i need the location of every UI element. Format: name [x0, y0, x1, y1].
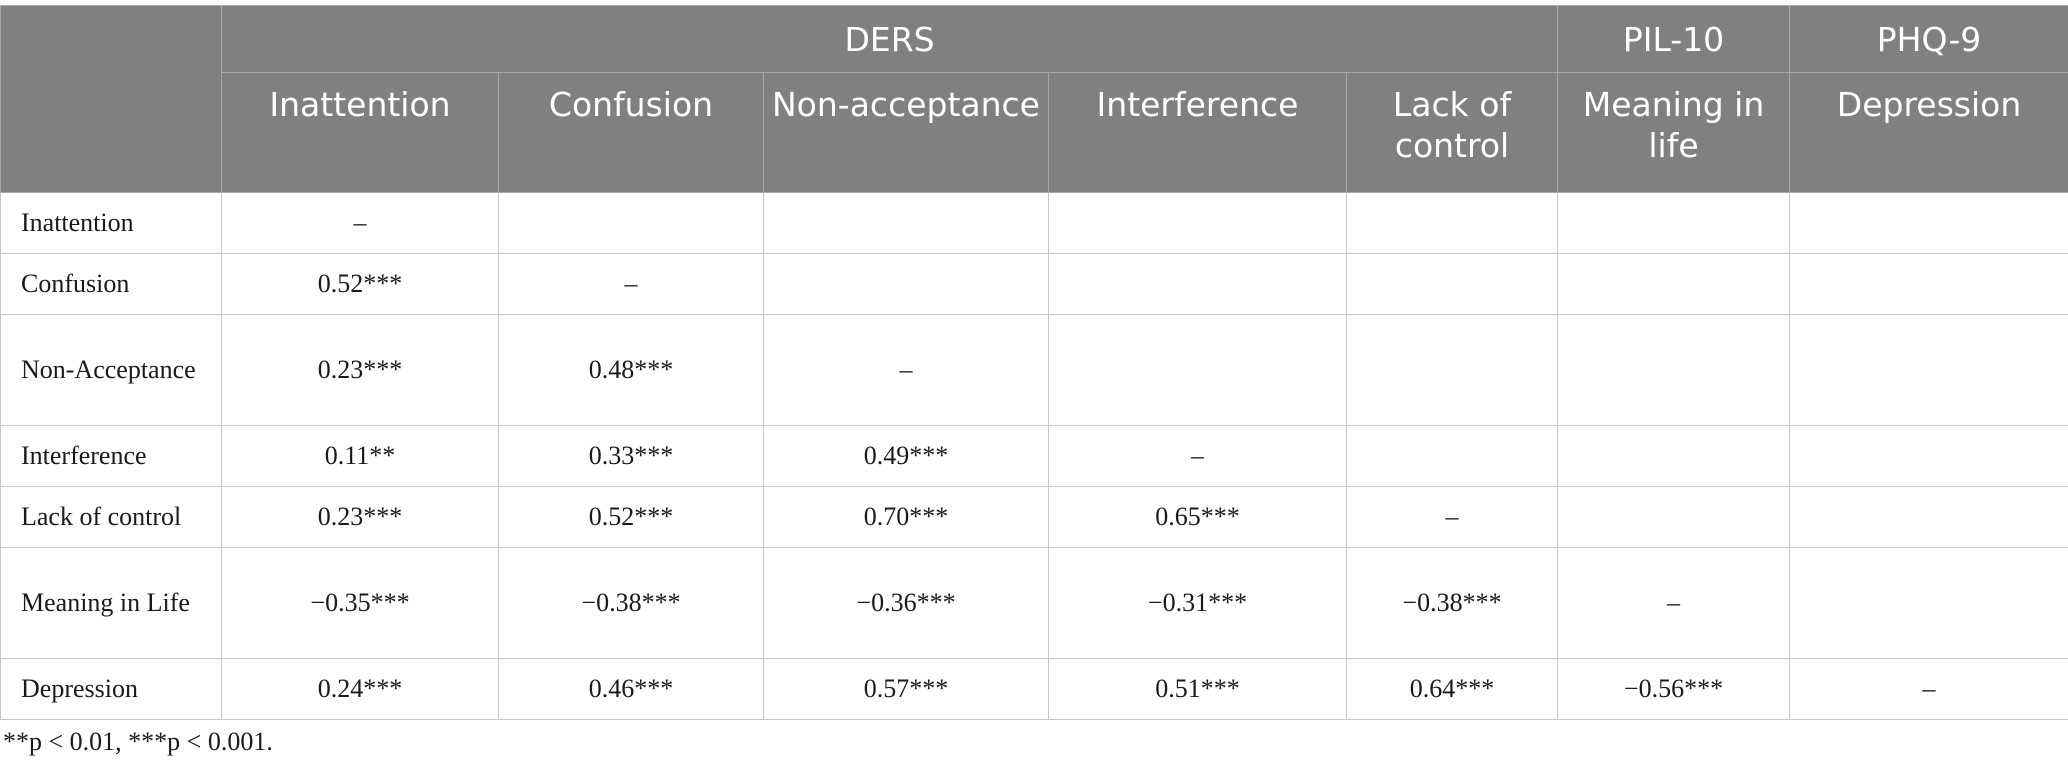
column-header-interference: Interference — [1048, 72, 1347, 193]
corner-cell — [0, 5, 222, 193]
row-label: Lack of control — [0, 486, 222, 548]
correlation-table: DERS PIL-10 PHQ-9 Inattention Confusion … — [0, 5, 2068, 720]
table-cell: 0.23*** — [221, 314, 499, 426]
row-label: Depression — [0, 658, 222, 720]
table-cell: 0.49*** — [763, 425, 1049, 487]
table-cell — [1557, 486, 1791, 548]
table-cell: 0.48*** — [498, 314, 764, 426]
table-cell — [1789, 425, 2068, 487]
table-cell — [1048, 192, 1347, 254]
table-cell: 0.51*** — [1048, 658, 1347, 720]
table-cell — [1789, 253, 2068, 315]
table-cell: 0.24*** — [221, 658, 499, 720]
table-row: Lack of control 0.23*** 0.52*** 0.70*** … — [0, 486, 2068, 548]
row-label: Meaning in Life — [0, 547, 222, 659]
table-cell — [1557, 253, 1791, 315]
table-cell: −0.38*** — [498, 547, 764, 659]
table-cell — [1345, 192, 1559, 254]
table-cell — [1345, 314, 1559, 426]
table-cell — [1345, 253, 1559, 315]
column-header-lack-of-control: Lack of control — [1345, 72, 1559, 193]
table-cell — [1048, 314, 1347, 426]
table-cell: – — [221, 192, 499, 254]
table-row: Inattention – — [0, 192, 2068, 254]
column-header-depression: Depression — [1789, 72, 2068, 193]
table-cell: −0.38*** — [1345, 547, 1559, 659]
table-row: Meaning in Life −0.35*** −0.38*** −0.36*… — [0, 547, 2068, 659]
table-cell — [1789, 314, 2068, 426]
table-cell: 0.52*** — [498, 486, 764, 548]
table-cell: −0.35*** — [221, 547, 499, 659]
table-cell — [763, 253, 1049, 315]
row-label: Inattention — [0, 192, 222, 254]
table-cell: – — [1345, 486, 1559, 548]
table-cell: −0.56*** — [1557, 658, 1791, 720]
table-cell: – — [763, 314, 1049, 426]
table-cell: – — [1557, 547, 1791, 659]
table-cell: 0.65*** — [1048, 486, 1347, 548]
table-cell: – — [498, 253, 764, 315]
column-header-row: Inattention Confusion Non-acceptance Int… — [1, 72, 2068, 193]
group-header-pil10: PIL-10 — [1557, 5, 1791, 73]
column-header-inattention: Inattention — [221, 72, 499, 193]
table-row: Non-Acceptance 0.23*** 0.48*** – — [0, 314, 2068, 426]
table-cell: 0.57*** — [763, 658, 1049, 720]
row-label: Interference — [0, 425, 222, 487]
table-cell: 0.33*** — [498, 425, 764, 487]
table-cell — [1048, 253, 1347, 315]
table-cell — [1789, 547, 2068, 659]
table-cell — [763, 192, 1049, 254]
table-row: Depression 0.24*** 0.46*** 0.57*** 0.51*… — [0, 658, 2068, 720]
column-header-non-acceptance: Non-acceptance — [763, 72, 1049, 193]
row-label: Confusion — [0, 253, 222, 315]
table-cell — [1557, 314, 1791, 426]
correlation-table-container: DERS PIL-10 PHQ-9 Inattention Confusion … — [0, 5, 2068, 720]
table-cell: −0.31*** — [1048, 547, 1347, 659]
column-header-meaning-in-life: Meaning in life — [1557, 72, 1791, 193]
table-cell: 0.46*** — [498, 658, 764, 720]
table-row: Confusion 0.52*** – — [0, 253, 2068, 315]
table-cell: 0.70*** — [763, 486, 1049, 548]
table-cell — [1557, 192, 1791, 254]
table-cell — [1345, 425, 1559, 487]
table-cell — [1789, 486, 2068, 548]
column-header-confusion: Confusion — [498, 72, 764, 193]
table-cell — [498, 192, 764, 254]
table-cell: 0.11** — [221, 425, 499, 487]
table-row: Interference 0.11** 0.33*** 0.49*** – — [0, 425, 2068, 487]
group-header-phq9: PHQ-9 — [1789, 5, 2068, 73]
group-header-ders: DERS — [220, 5, 1559, 73]
table-cell: 0.23*** — [221, 486, 499, 548]
table-cell: −0.36*** — [763, 547, 1049, 659]
table-cell: – — [1789, 658, 2068, 720]
row-label: Non-Acceptance — [0, 314, 222, 426]
table-cell — [1789, 192, 2068, 254]
table-cell: – — [1048, 425, 1347, 487]
table-footnote: **p < 0.01, ***p < 0.001. — [3, 727, 273, 756]
table-cell: 0.64*** — [1345, 658, 1559, 720]
table-cell: 0.52*** — [221, 253, 499, 315]
group-header-row: DERS PIL-10 PHQ-9 — [0, 5, 2068, 193]
table-cell — [1557, 425, 1791, 487]
